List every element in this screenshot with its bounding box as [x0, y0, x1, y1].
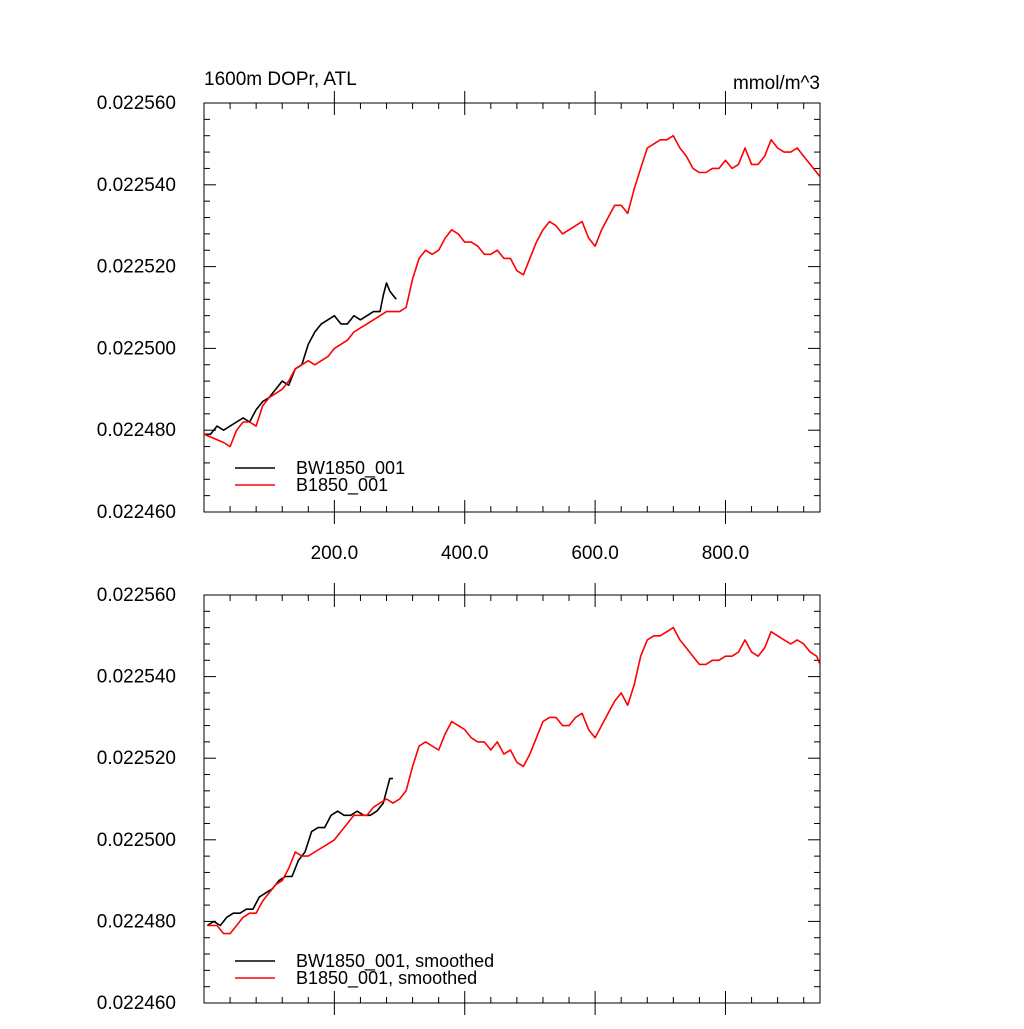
series-line-0 [204, 282, 397, 436]
legend-label: BW1850_001, smoothed [296, 951, 494, 972]
x-tick-label: 200.0 [311, 543, 359, 564]
top-panel: 0.022460 0.022480 0.022500 0.022520 0.022540… [97, 69, 821, 564]
x-tick-label: 600.0 [571, 543, 619, 564]
x-tick-label: 800.0 [702, 543, 750, 564]
bottom-panel: 0.022460 0.022480 0.022500 0.022520 0.022540… [97, 583, 821, 1015]
y-tick-label: 0.022460 [97, 993, 176, 1014]
legend-label: B1850_001 [296, 475, 388, 496]
chart-title-left: 1600m DOPr, ATL [204, 69, 357, 90]
legend-label: B1850_001, smoothed [296, 968, 477, 989]
series-line-0 [206, 777, 393, 927]
x-tick-label: 400.0 [441, 543, 489, 564]
plot-frame [203, 594, 821, 1004]
y-tick-label: 0.022520 [97, 748, 176, 769]
legend-label: BW1850_001 [296, 458, 405, 479]
y-tick-label: 0.022500 [97, 830, 176, 851]
y-tick-label: 0.022560 [97, 585, 176, 606]
y-tick-label: 0.022480 [97, 420, 176, 441]
y-tick-label: 0.022520 [97, 257, 176, 278]
y-tick-label: 0.022540 [97, 667, 176, 688]
series-line-1 [204, 134, 820, 448]
plot-frame [203, 102, 821, 513]
y-tick-label: 0.022560 [97, 93, 176, 114]
y-tick-label: 0.022460 [97, 502, 176, 523]
chart-title-right: mmol/m^3 [733, 73, 820, 94]
y-tick-label: 0.022480 [97, 911, 176, 932]
y-tick-label: 0.022500 [97, 338, 176, 359]
y-tick-label: 0.022540 [97, 175, 176, 196]
series-line-1 [207, 626, 820, 935]
